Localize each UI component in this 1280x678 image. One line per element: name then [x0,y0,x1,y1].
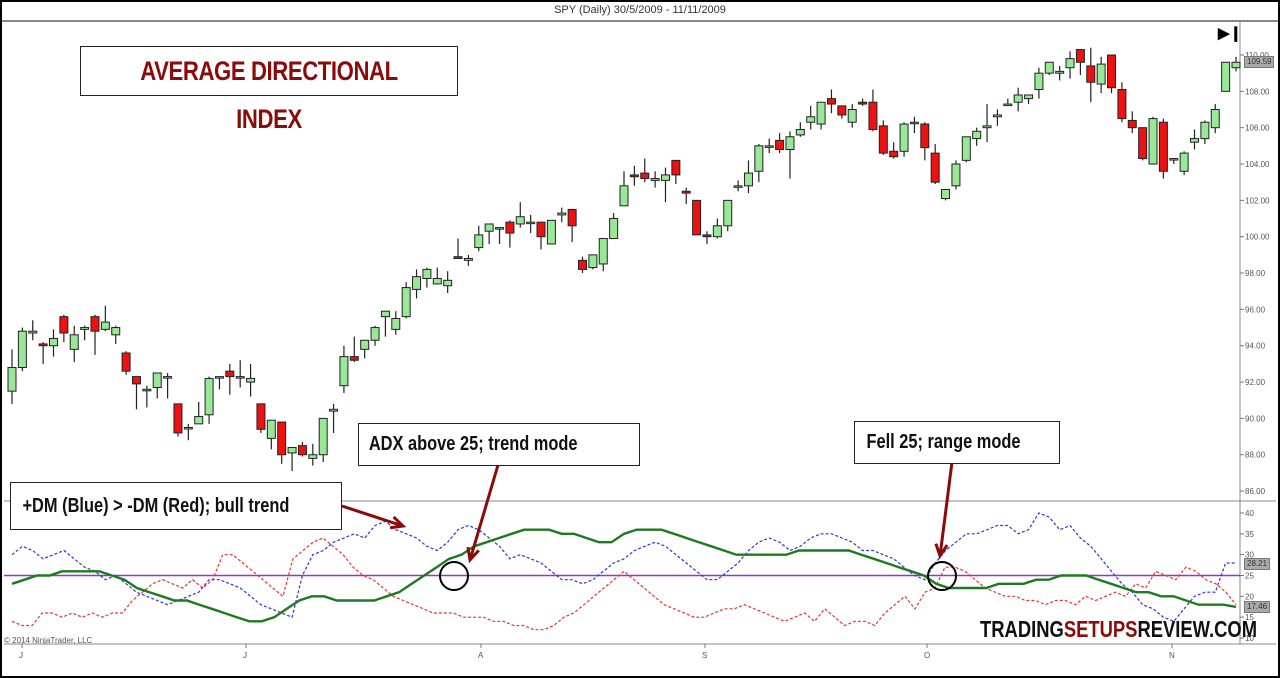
chart-title-box: AVERAGE DIRECTIONAL INDEX [80,46,458,134]
svg-text:30: 30 [1245,551,1254,560]
svg-text:20: 20 [1245,592,1254,601]
svg-text:N: N [1169,651,1175,660]
last-price-tag: 109.59 [1244,56,1275,68]
crossover-circle-range [927,561,957,591]
annotation-adx-range-text: Fell 25; range mode [866,431,1021,453]
svg-text:96.00: 96.00 [1245,305,1266,314]
watermark: TRADINGSETUPSREVIEW.COM [980,616,1258,642]
svg-text:108.00: 108.00 [1245,87,1270,96]
plus-di-value-tag: 28.21 [1244,558,1271,570]
svg-text:35: 35 [1245,530,1254,539]
svg-text:100.00: 100.00 [1245,233,1270,242]
svg-text:O: O [924,651,930,660]
svg-text:104.00: 104.00 [1245,160,1270,169]
annotation-adx-range-mode: Fell 25; range mode [854,421,1060,464]
annotation-adx-trend-mode: ADX above 25; trend mode [358,423,640,466]
annotation-dm-bull-trend: +DM (Blue) > -DM (Red); bull trend [10,482,342,530]
svg-text:102.00: 102.00 [1245,196,1270,205]
svg-text:J: J [243,651,247,660]
svg-text:40: 40 [1245,509,1254,518]
svg-text:94.00: 94.00 [1245,342,1266,351]
skip-to-end-icon[interactable]: ▶❙ [1218,25,1243,42]
svg-text:J: J [19,651,23,660]
crossover-circle-trend [439,561,469,591]
svg-text:92.00: 92.00 [1245,378,1266,387]
svg-text:S: S [702,651,707,660]
svg-text:15: 15 [1245,613,1254,622]
svg-text:88.00: 88.00 [1245,451,1266,460]
svg-text:98.00: 98.00 [1245,269,1266,278]
copyright: © 2014 NinjaTrader, LLC [4,636,93,645]
annotation-dm-text: +DM (Blue) > -DM (Red); bull trend [22,495,290,517]
svg-text:A: A [478,651,484,660]
svg-text:110.00: 110.00 [1245,51,1269,60]
annotation-adx-trend-text: ADX above 25; trend mode [368,433,578,455]
chart-title: AVERAGE DIRECTIONAL INDEX [140,56,398,134]
svg-text:25: 25 [1245,572,1254,581]
svg-text:10: 10 [1245,634,1254,643]
svg-text:106.00: 106.00 [1245,124,1270,133]
candlesticks [7,47,1241,472]
adx-value-tag: 17.46 [1244,601,1271,613]
svg-text:86.00: 86.00 [1245,487,1266,496]
window-title: SPY (Daily) 30/5/2009 - 11/11/2009 [0,0,1280,22]
svg-text:90.00: 90.00 [1245,414,1266,423]
